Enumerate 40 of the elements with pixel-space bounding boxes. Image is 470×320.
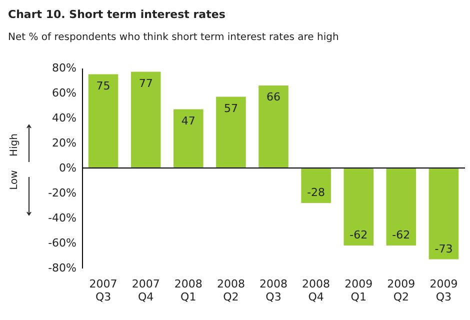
x-tick-label: 2008 Q3 xyxy=(260,278,288,304)
bar xyxy=(386,168,416,246)
bar xyxy=(258,86,288,168)
bar xyxy=(344,168,374,246)
y-tick-label: 40% xyxy=(52,112,76,124)
text: Low xyxy=(9,170,20,190)
bar xyxy=(173,109,204,168)
text: High xyxy=(9,134,20,156)
data-label: -73 xyxy=(434,242,453,256)
bar xyxy=(216,96,246,168)
data-label: 47 xyxy=(181,114,196,128)
data-label: -28 xyxy=(307,186,326,199)
y-tick-label: -60% xyxy=(48,236,76,250)
y-tick-label: 20% xyxy=(52,136,76,150)
x-tick-label: 2009 Q2 xyxy=(387,278,416,304)
chart-title: Chart 10. Short term interest rates xyxy=(8,8,226,21)
data-label: -62 xyxy=(350,228,368,242)
x-tick-label: 2007 Q3 xyxy=(89,278,118,304)
bar xyxy=(88,74,118,168)
data-label: -62 xyxy=(392,228,410,242)
x-tick-label: 2009 Q1 xyxy=(344,278,373,304)
x-tick-label: 2008 Q2 xyxy=(216,278,245,304)
chart-subtitle: Net % of respondents who think short term interest rates are high xyxy=(8,32,339,43)
y-tick-label: 60% xyxy=(52,86,76,100)
data-label: 75 xyxy=(96,79,110,92)
y-tick-label: 0% xyxy=(59,162,76,174)
bar xyxy=(130,72,161,168)
y-tick-label: 80% xyxy=(52,62,76,74)
x-tick-label: 2008 Q1 xyxy=(174,278,202,304)
data-label: 66 xyxy=(266,90,280,104)
x-tick-label: 2007 Q4 xyxy=(132,278,160,304)
data-label: 77 xyxy=(138,76,153,90)
x-tick-label: 2009 Q3 xyxy=(430,278,458,304)
data-label: 57 xyxy=(224,102,238,115)
y-tick-label: -40% xyxy=(48,212,76,224)
bar xyxy=(428,168,459,260)
y-tick-label: -20% xyxy=(48,186,76,200)
x-tick-label: 2008 Q4 xyxy=(302,278,330,304)
y-tick-label: -80% xyxy=(48,262,76,274)
bar xyxy=(301,168,331,203)
